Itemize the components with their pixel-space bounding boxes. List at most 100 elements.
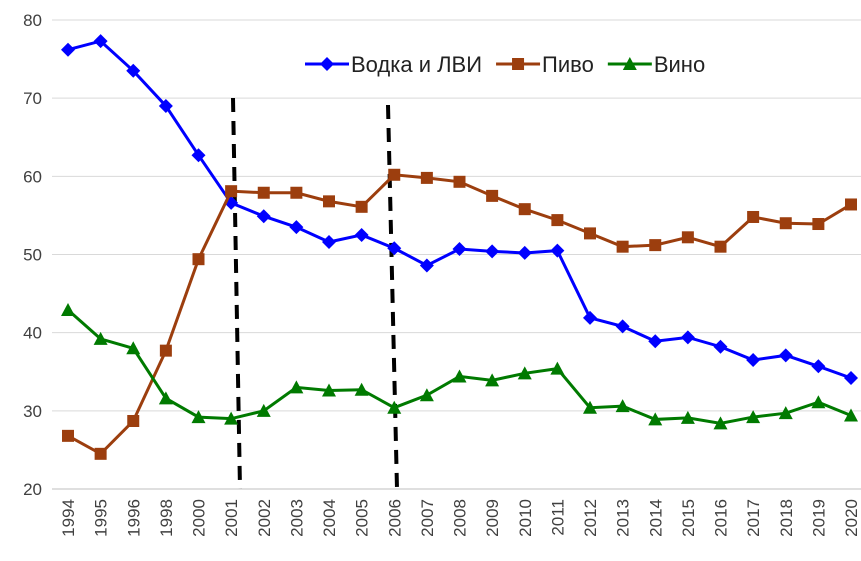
x-tick-label: 1995 xyxy=(92,499,111,537)
marker xyxy=(844,408,858,422)
marker xyxy=(649,239,662,252)
marker xyxy=(550,361,565,375)
marker xyxy=(747,210,760,223)
marker xyxy=(584,227,596,240)
marker xyxy=(127,414,140,427)
marker xyxy=(486,189,499,202)
x-tick-label: 2016 xyxy=(712,499,731,537)
marker xyxy=(811,395,826,409)
marker xyxy=(257,186,270,199)
marker xyxy=(616,240,629,253)
marker xyxy=(714,240,727,253)
x-tick-label: 2019 xyxy=(809,499,828,537)
annotation-line xyxy=(231,97,242,490)
marker xyxy=(517,366,532,380)
y-tick-label: 70 xyxy=(23,89,42,108)
x-tick-label: 2015 xyxy=(679,499,698,537)
marker xyxy=(225,185,238,198)
x-tick-label: 2000 xyxy=(190,499,209,537)
x-tick-label: 2003 xyxy=(287,499,306,537)
marker xyxy=(419,258,434,273)
x-tick-label: 2012 xyxy=(581,499,600,537)
marker xyxy=(812,218,825,231)
marker xyxy=(452,369,467,383)
marker xyxy=(811,359,826,374)
marker xyxy=(126,63,141,78)
x-tick-label: 1998 xyxy=(157,499,176,537)
marker xyxy=(419,388,434,402)
marker xyxy=(158,98,173,113)
marker xyxy=(191,148,206,163)
marker xyxy=(713,339,728,354)
x-tick-label: 2009 xyxy=(483,499,502,537)
marker xyxy=(583,310,597,325)
x-tick-label: 2011 xyxy=(548,499,567,536)
series xyxy=(62,168,857,460)
legend-label: Водка и ЛВИ xyxy=(351,52,482,77)
marker xyxy=(354,227,369,242)
marker xyxy=(387,241,402,256)
y-tick-label: 20 xyxy=(23,480,42,499)
marker xyxy=(845,198,857,211)
y-tick-label: 60 xyxy=(23,167,42,186)
marker xyxy=(746,353,761,368)
marker xyxy=(126,341,141,355)
marker xyxy=(485,373,500,387)
marker xyxy=(453,175,466,188)
series xyxy=(61,302,858,430)
x-tick-label: 2001 xyxy=(222,499,241,537)
marker xyxy=(648,412,663,426)
marker xyxy=(256,403,271,417)
marker xyxy=(583,400,597,414)
marker xyxy=(322,234,336,249)
marker xyxy=(289,380,304,394)
x-tick-label: 2017 xyxy=(744,499,763,537)
marker xyxy=(158,391,173,405)
marker xyxy=(648,334,663,349)
y-tick-label: 80 xyxy=(23,11,42,30)
marker xyxy=(323,195,335,208)
marker xyxy=(93,34,108,49)
x-tick-label: 2018 xyxy=(777,499,796,537)
legend: Водка и ЛВИ Пиво Вино xyxy=(305,52,705,77)
marker xyxy=(517,245,532,260)
x-tick-label: 1996 xyxy=(124,499,143,537)
marker xyxy=(256,209,271,224)
marker xyxy=(94,447,107,460)
marker xyxy=(62,429,74,442)
marker xyxy=(61,302,75,316)
marker xyxy=(713,416,728,430)
marker xyxy=(387,400,402,414)
marker xyxy=(746,410,761,424)
marker xyxy=(355,200,368,213)
marker xyxy=(622,57,637,70)
marker xyxy=(680,410,695,424)
x-tick-label: 2008 xyxy=(451,499,470,537)
series xyxy=(61,34,858,386)
marker xyxy=(420,171,433,184)
marker xyxy=(93,331,108,345)
marker xyxy=(778,348,793,363)
marker xyxy=(550,243,565,258)
marker xyxy=(388,168,401,181)
marker xyxy=(778,406,793,420)
marker xyxy=(518,203,531,216)
marker xyxy=(320,57,334,71)
y-tick-label: 30 xyxy=(23,402,42,421)
line xyxy=(67,39,852,380)
marker xyxy=(615,399,630,413)
x-tick-label: 2005 xyxy=(353,499,372,537)
marker xyxy=(452,242,467,257)
line xyxy=(67,173,852,456)
marker xyxy=(844,371,858,386)
legend-label: Пиво xyxy=(542,52,594,77)
x-tick-label: 1994 xyxy=(59,499,78,537)
marker xyxy=(680,330,695,345)
marker xyxy=(290,186,303,199)
x-tick-label: 2006 xyxy=(385,499,404,537)
x-tick-label: 2010 xyxy=(516,499,535,537)
x-tick-label: 2014 xyxy=(646,499,665,537)
marker xyxy=(485,244,500,259)
x-tick-label: 2007 xyxy=(418,499,437,537)
